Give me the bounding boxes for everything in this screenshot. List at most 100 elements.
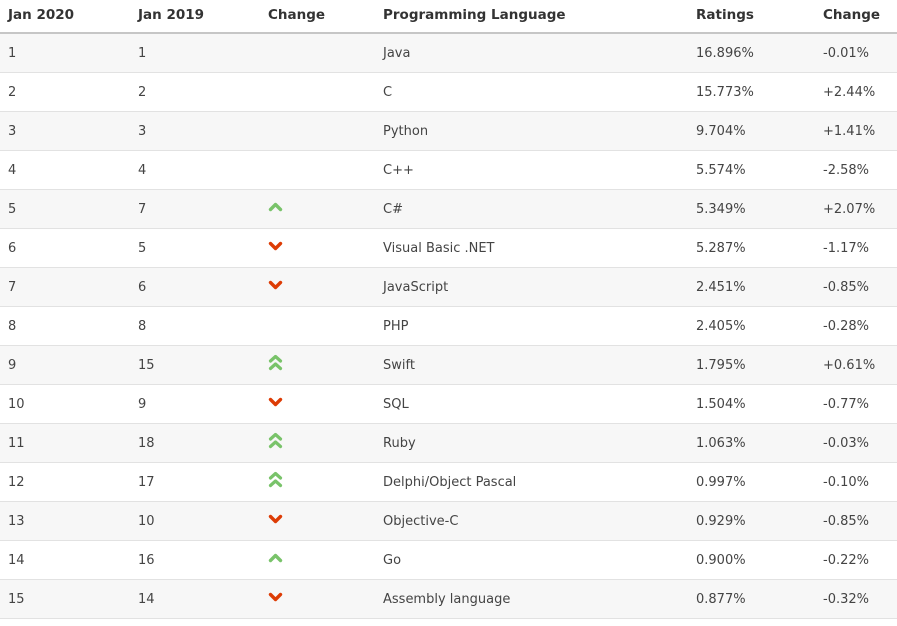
rank-2020-cell: 1: [0, 33, 130, 73]
rank-2019-cell: 3: [130, 111, 260, 151]
language-cell: Assembly language: [375, 579, 688, 619]
column-header: Jan 2020: [0, 0, 130, 34]
table-row: 13 10 Objective-C 0.929% -0.85%: [0, 501, 897, 541]
rank-2020-cell: 4: [0, 150, 130, 190]
rank-2019-cell: 4: [130, 150, 260, 190]
rank-change-cell: [260, 189, 375, 229]
ratings-change-cell: -0.03%: [815, 423, 897, 463]
rank-2020-cell: 6: [0, 228, 130, 268]
rank-change-cell: [260, 579, 375, 619]
ratings-cell: 0.997%: [688, 462, 815, 502]
ratings-cell: 0.900%: [688, 540, 815, 580]
rank-change-cell: [260, 306, 375, 346]
table-header-row: Jan 2020 Jan 2019 Change Programming Langua…: [0, 0, 897, 34]
language-cell: Visual Basic .NET: [375, 228, 688, 268]
ratings-change-cell: +0.61%: [815, 345, 897, 385]
chevron-down-icon: [268, 278, 283, 292]
table-row: 9 15 Swift 1.795% +0.61%: [0, 345, 897, 385]
ratings-change-cell: -0.85%: [815, 501, 897, 541]
language-cell: Python: [375, 111, 688, 151]
rank-2019-cell: 1: [130, 33, 260, 73]
rank-2019-cell: 7: [130, 189, 260, 229]
rank-change-cell: [260, 111, 375, 151]
ratings-change-cell: -0.28%: [815, 306, 897, 346]
rank-2020-cell: 5: [0, 189, 130, 229]
rank-2020-cell: 13: [0, 501, 130, 541]
language-cell: Java: [375, 33, 688, 73]
table-row: 7 6 JavaScript 2.451% -0.85%: [0, 267, 897, 307]
rank-change-cell: [260, 345, 375, 385]
language-cell: JavaScript: [375, 267, 688, 307]
rank-change-cell: [260, 33, 375, 73]
rank-change-cell: [260, 150, 375, 190]
double-chevron-up-icon: [268, 354, 283, 372]
double-chevron-up-icon: [268, 432, 283, 450]
ratings-change-cell: -0.85%: [815, 267, 897, 307]
rank-change-cell: [260, 540, 375, 580]
ratings-change-cell: -0.10%: [815, 462, 897, 502]
table-body: 1 1 Java 16.896% -0.01% 2 2 C 15.773% +2…: [0, 33, 897, 619]
table-row: 15 14 Assembly language 0.877% -0.32%: [0, 579, 897, 619]
rank-change-cell: [260, 228, 375, 268]
language-cell: SQL: [375, 384, 688, 424]
ratings-cell: 2.405%: [688, 306, 815, 346]
table-row: 10 9 SQL 1.504% -0.77%: [0, 384, 897, 424]
ratings-cell: 9.704%: [688, 111, 815, 151]
rank-2020-cell: 2: [0, 72, 130, 112]
rank-2019-cell: 2: [130, 72, 260, 112]
table-row: 8 8 PHP 2.405% -0.28%: [0, 306, 897, 346]
ratings-change-cell: -0.77%: [815, 384, 897, 424]
language-cell: C++: [375, 150, 688, 190]
chevron-down-icon: [268, 512, 283, 526]
chevron-down-icon: [268, 239, 283, 253]
ratings-change-cell: -1.17%: [815, 228, 897, 268]
rank-change-cell: [260, 423, 375, 463]
rank-2019-cell: 6: [130, 267, 260, 307]
ratings-cell: 0.877%: [688, 579, 815, 619]
rank-2019-cell: 16: [130, 540, 260, 580]
column-header: Programming Language: [375, 0, 688, 34]
rank-2019-cell: 5: [130, 228, 260, 268]
rank-2020-cell: 10: [0, 384, 130, 424]
ratings-change-cell: -0.22%: [815, 540, 897, 580]
ratings-change-cell: -0.32%: [815, 579, 897, 619]
table-row: 3 3 Python 9.704% +1.41%: [0, 111, 897, 151]
table-row: 4 4 C++ 5.574% -2.58%: [0, 150, 897, 190]
rank-2020-cell: 14: [0, 540, 130, 580]
ratings-cell: 1.063%: [688, 423, 815, 463]
language-cell: Ruby: [375, 423, 688, 463]
column-header: Change: [260, 0, 375, 34]
language-cell: Delphi/Object Pascal: [375, 462, 688, 502]
chevron-up-icon: [268, 200, 283, 214]
table-row: 2 2 C 15.773% +2.44%: [0, 72, 897, 112]
language-cell: Objective-C: [375, 501, 688, 541]
rank-change-cell: [260, 384, 375, 424]
rank-2019-cell: 8: [130, 306, 260, 346]
rank-2020-cell: 7: [0, 267, 130, 307]
double-chevron-up-icon: [268, 471, 283, 489]
language-cell: C: [375, 72, 688, 112]
ratings-cell: 5.349%: [688, 189, 815, 229]
ratings-change-cell: +2.44%: [815, 72, 897, 112]
rank-2020-cell: 3: [0, 111, 130, 151]
chevron-down-icon: [268, 590, 283, 604]
language-cell: Go: [375, 540, 688, 580]
table-row: 12 17 Delphi/Object Pascal 0.997% -0.10%: [0, 462, 897, 502]
language-cell: C#: [375, 189, 688, 229]
ratings-change-cell: -2.58%: [815, 150, 897, 190]
rank-2019-cell: 9: [130, 384, 260, 424]
rank-2019-cell: 17: [130, 462, 260, 502]
ratings-cell: 1.795%: [688, 345, 815, 385]
rank-change-cell: [260, 462, 375, 502]
ratings-cell: 5.287%: [688, 228, 815, 268]
column-header: Jan 2019: [130, 0, 260, 34]
ratings-cell: 1.504%: [688, 384, 815, 424]
language-cell: Swift: [375, 345, 688, 385]
ratings-cell: 15.773%: [688, 72, 815, 112]
ratings-cell: 5.574%: [688, 150, 815, 190]
rank-2019-cell: 10: [130, 501, 260, 541]
ratings-cell: 16.896%: [688, 33, 815, 73]
rank-change-cell: [260, 501, 375, 541]
table-row: 11 18 Ruby 1.063% -0.03%: [0, 423, 897, 463]
